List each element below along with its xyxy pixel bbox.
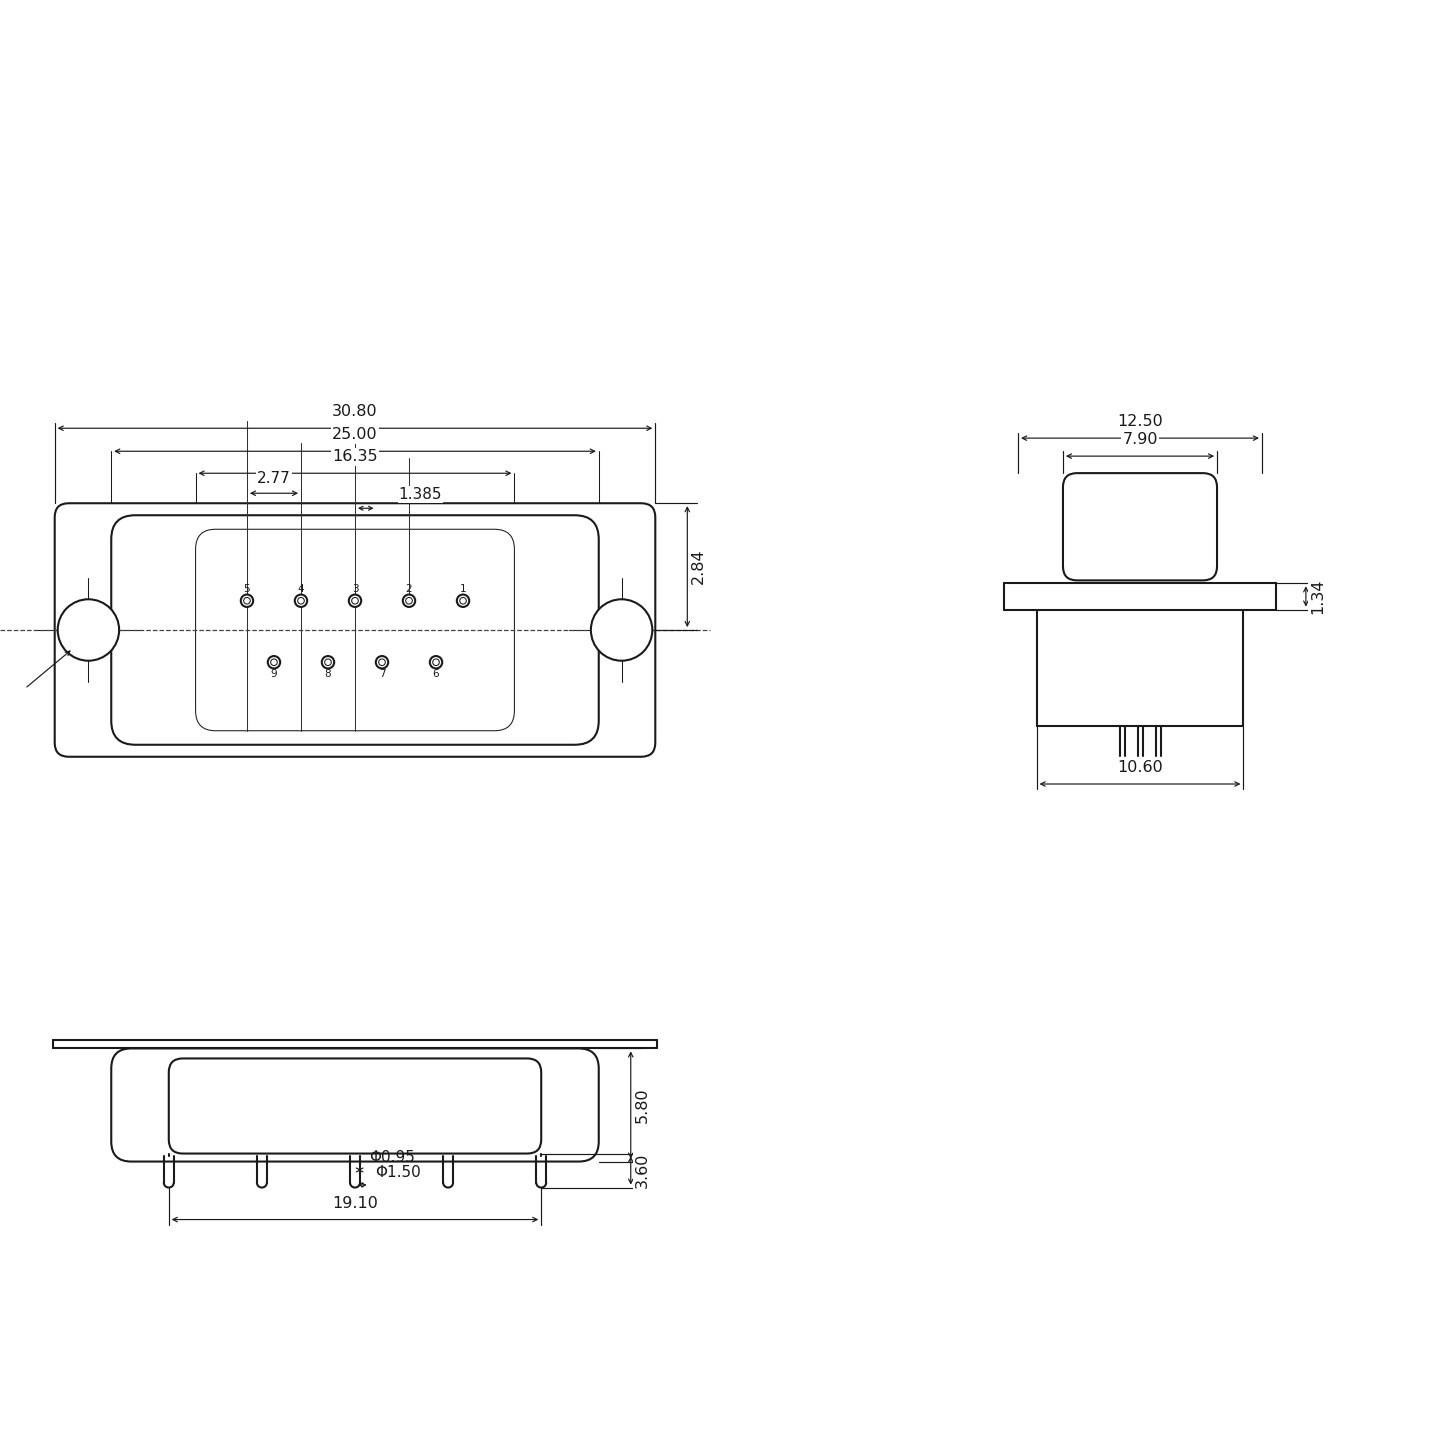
Circle shape xyxy=(403,595,415,606)
Circle shape xyxy=(243,598,251,603)
FancyBboxPatch shape xyxy=(111,1048,599,1162)
Text: 5: 5 xyxy=(243,583,251,593)
Circle shape xyxy=(379,660,386,665)
FancyBboxPatch shape xyxy=(196,530,514,730)
Text: LianDianFit: LianDianFit xyxy=(246,585,585,636)
Text: 30.80: 30.80 xyxy=(333,405,377,419)
Circle shape xyxy=(298,598,304,603)
Text: 1.385: 1.385 xyxy=(399,487,442,503)
Circle shape xyxy=(429,657,442,668)
Text: 8: 8 xyxy=(324,670,331,680)
Text: 2: 2 xyxy=(406,583,412,593)
Circle shape xyxy=(348,595,361,606)
FancyBboxPatch shape xyxy=(55,503,655,757)
Text: 5.80: 5.80 xyxy=(635,1087,649,1123)
Circle shape xyxy=(58,599,120,661)
FancyBboxPatch shape xyxy=(168,1058,541,1153)
Circle shape xyxy=(321,657,334,668)
Circle shape xyxy=(376,657,389,668)
Circle shape xyxy=(268,657,281,668)
Text: 7.90: 7.90 xyxy=(1122,432,1158,448)
Text: 1: 1 xyxy=(459,583,467,593)
Text: 3: 3 xyxy=(351,583,359,593)
Text: 25.00: 25.00 xyxy=(333,428,377,442)
FancyBboxPatch shape xyxy=(111,516,599,744)
Circle shape xyxy=(351,598,359,603)
Text: 4: 4 xyxy=(298,583,304,593)
Circle shape xyxy=(240,595,253,606)
Circle shape xyxy=(459,598,467,603)
Circle shape xyxy=(295,595,307,606)
Text: 3.60: 3.60 xyxy=(635,1153,649,1188)
Text: Φ1.50: Φ1.50 xyxy=(374,1165,420,1179)
Circle shape xyxy=(324,660,331,665)
Text: 9: 9 xyxy=(271,670,278,680)
Circle shape xyxy=(433,660,439,665)
Text: 2.84: 2.84 xyxy=(691,549,706,585)
Text: 12.50: 12.50 xyxy=(1117,415,1164,429)
Text: 2.77: 2.77 xyxy=(258,471,291,487)
Text: 16.35: 16.35 xyxy=(333,449,377,464)
Circle shape xyxy=(271,660,278,665)
Text: 10.60: 10.60 xyxy=(1117,760,1164,775)
Circle shape xyxy=(590,599,652,661)
Text: 19.10: 19.10 xyxy=(333,1195,377,1211)
Circle shape xyxy=(456,595,469,606)
Text: Φ0.95: Φ0.95 xyxy=(369,1151,415,1165)
Text: 7: 7 xyxy=(379,670,386,680)
FancyBboxPatch shape xyxy=(1063,474,1217,580)
Text: 6: 6 xyxy=(432,670,439,680)
Circle shape xyxy=(406,598,412,603)
Text: 1.34: 1.34 xyxy=(1310,579,1325,615)
